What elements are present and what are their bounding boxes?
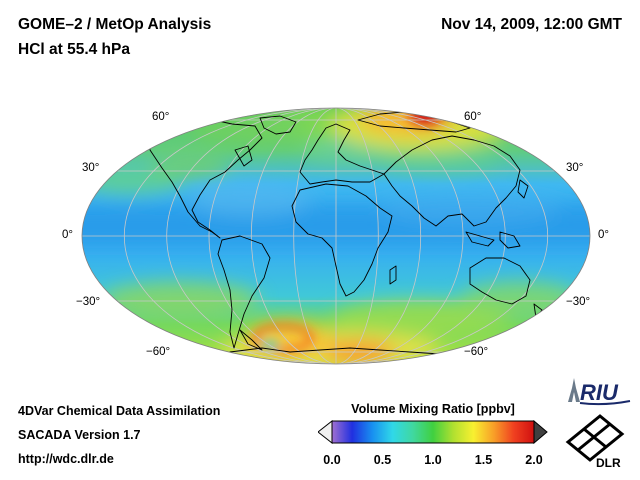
hcl-field [82, 108, 590, 364]
lat-label-right-eq: 0° [598, 229, 609, 241]
lat-label-left-s30: −30° [76, 296, 101, 308]
dlr-logo-text: DLR [596, 456, 621, 468]
riu-logo-text: RIU [580, 380, 619, 405]
dlr-logo: DLR [565, 414, 625, 468]
colorbar-tick: 1.0 [424, 453, 442, 467]
footer-version: SACADA Version 1.7 [18, 428, 141, 442]
colorbar-tick: 1.5 [474, 453, 493, 467]
analysis-datetime: Nov 14, 2009, 12:00 GMT [441, 16, 622, 33]
colorbar-tick: 0.0 [323, 453, 341, 467]
lat-label-left-s60: −60° [146, 346, 171, 358]
riu-logo: RIU [568, 378, 631, 406]
coastlines [149, 111, 543, 364]
colorbar-ramp [331, 420, 535, 444]
colorbar-low-arrow [318, 420, 333, 444]
colorbar-tick: 0.5 [373, 453, 392, 467]
lat-label-right-s30: −30° [566, 296, 591, 308]
lat-label-right-n60: 60° [464, 111, 482, 123]
lat-label-right-s60: −60° [464, 346, 489, 358]
graticule [82, 108, 590, 364]
lat-label-right-n30: 30° [566, 162, 584, 174]
globe-outline [81, 107, 591, 365]
map-title: GOME–2 / MetOp Analysis [18, 16, 212, 33]
lat-label-left-n60: 60° [152, 111, 170, 123]
lat-label-left-n30: 30° [82, 162, 100, 174]
colorbar [318, 420, 548, 444]
footer-url: http://wdc.dlr.de [18, 452, 114, 466]
map-subtitle: HCl at 55.4 hPa [18, 41, 130, 58]
lat-label-left-eq: 0° [62, 229, 73, 241]
colorbar-high-arrow [533, 420, 548, 444]
footer-method: 4DVar Chemical Data Assimilation [18, 404, 221, 418]
colorbar-title: Volume Mixing Ratio [ppbv] [351, 402, 515, 416]
colorbar-tick: 2.0 [525, 453, 543, 467]
